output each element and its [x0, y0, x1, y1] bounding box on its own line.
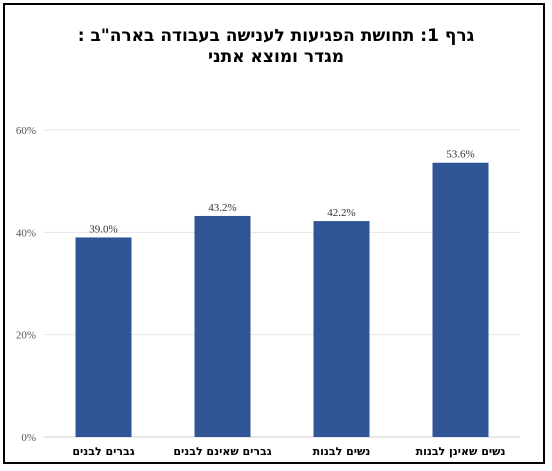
- chart-title-line-1: גרף 1: תחושת הפגיעות לענישה בעבודה בארה"…: [77, 26, 475, 46]
- data-label: 53.6%: [446, 149, 474, 161]
- x-tick-label: נשים לבנות: [313, 445, 371, 458]
- x-tick-label: גברים שאינם לבנים: [173, 445, 271, 458]
- y-tick-label: 20%: [16, 330, 36, 342]
- chart-title: גרף 1: תחושת הפגיעות לענישה בעבודה בארה"…: [0, 26, 552, 68]
- data-label: 39.0%: [89, 223, 117, 235]
- bar: [194, 215, 251, 437]
- bar: [313, 221, 370, 437]
- x-tick-label: נשים שאינן לבנות: [416, 445, 506, 458]
- data-label: 42.2%: [327, 207, 355, 219]
- y-tick-label: 60%: [16, 125, 36, 137]
- y-tick-label: 40%: [16, 227, 36, 239]
- chart-title-line-2: מגדר ומוצא אתני: [207, 47, 345, 67]
- data-label: 43.2%: [208, 202, 236, 214]
- bar: [432, 162, 489, 437]
- y-tick-label: 0%: [21, 432, 36, 444]
- x-tick-label: גברים לבנים: [72, 445, 134, 458]
- bar: [75, 237, 132, 437]
